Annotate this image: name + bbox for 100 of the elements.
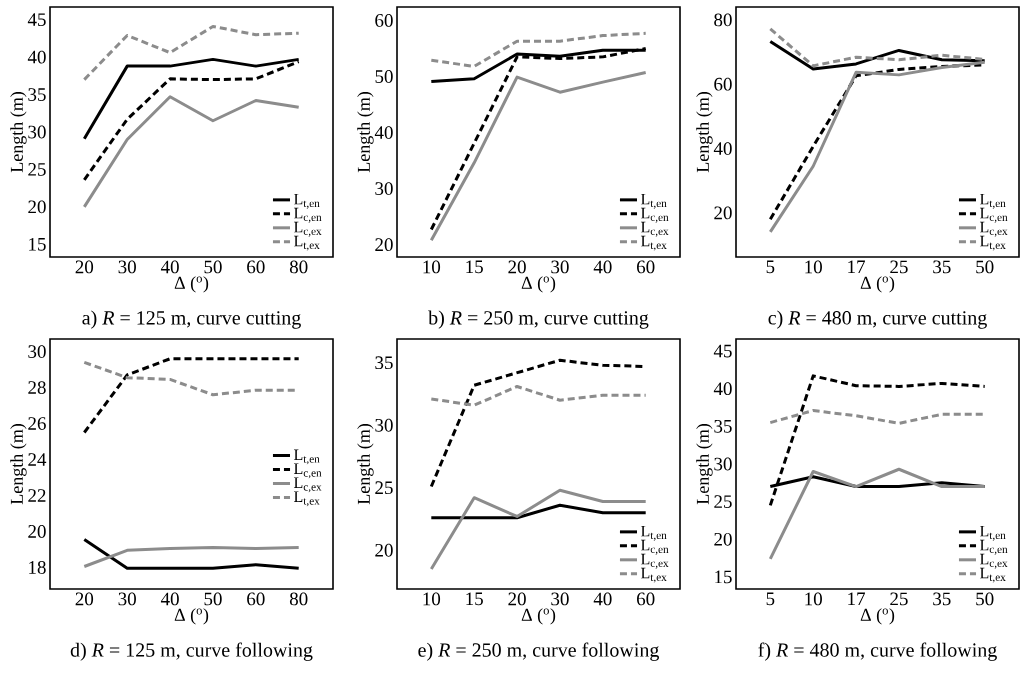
legend-label: L$_{t,ex}$ [293, 491, 320, 507]
y-axis-title: Length (m) [357, 92, 374, 173]
line-series [429, 384, 648, 407]
y-tick-label: 30 [714, 457, 732, 471]
x-axis-title: Δ ($^{o}$) [521, 276, 556, 293]
y-tick-label: 20 [375, 543, 393, 557]
y-tick-label: 26 [28, 417, 46, 430]
x-axis-title: Δ ($^{o}$) [174, 608, 209, 625]
y-axis-title: Length (m) [357, 424, 374, 505]
legend-label: L$_{t,ex}$ [640, 235, 667, 251]
line-series [768, 39, 987, 71]
x-tick-label: 50 [204, 260, 222, 274]
x-tick-label: 60 [247, 592, 265, 606]
y-tick-label: 45 [27, 13, 46, 27]
y-tick-label: 20 [714, 532, 732, 546]
line-series [82, 24, 301, 82]
y-tick-label: 15 [715, 570, 732, 584]
text: c) R = 480 m, curve cutting [768, 310, 987, 329]
x-tick-label: 5 [766, 260, 775, 274]
x-axis-title: Δ ($^{o}$) [860, 608, 895, 625]
y-axis-title: Length (m) [10, 92, 27, 173]
x-tick-label: 30 [118, 592, 136, 606]
legend-label: L$_{t,ex}$ [640, 567, 667, 583]
y-tick-label: 15 [29, 237, 46, 251]
x-tick-label: 10 [805, 592, 822, 606]
y-tick-label: 60 [714, 77, 732, 91]
text: b) R = 250 m, curve cutting [428, 310, 649, 329]
y-tick-label: 25 [375, 481, 393, 495]
x-tick-label: 40 [593, 592, 612, 606]
x-tick-label: 10 [805, 260, 822, 274]
x-tick-label: 5 [766, 592, 775, 606]
x-tick-label: 30 [118, 260, 136, 274]
y-tick-label: 22 [28, 489, 46, 502]
y-tick-label: 20 [375, 238, 393, 252]
y-tick-label: 20 [714, 206, 732, 220]
x-tick-label: 20 [508, 260, 526, 274]
legend-label: L$_{t,ex}$ [979, 567, 1006, 583]
text: f) R = 480 m, curve following [758, 642, 997, 661]
y-tick-label: 24 [28, 453, 47, 466]
x-tick-label: 60 [637, 260, 655, 274]
y-tick-label: 30 [28, 125, 46, 139]
x-tick-label: 17 [848, 260, 866, 274]
y-tick-label: 18 [29, 561, 46, 574]
legend-label: L$_{t,ex}$ [979, 235, 1006, 251]
y-tick-label: 40 [713, 142, 732, 155]
x-tick-label: 60 [247, 260, 265, 274]
y-axis-title: Length (m) [696, 92, 713, 173]
x-tick-label: 10 [423, 260, 441, 274]
x-tick-label: 50 [976, 592, 994, 606]
text: d) R = 125 m, curve following [70, 642, 313, 661]
y-tick-label: 30 [375, 418, 393, 432]
y-tick-label: 40 [27, 50, 46, 64]
line-series [429, 31, 648, 68]
y-tick-label: 20 [28, 525, 46, 538]
x-tick-label: 20 [75, 260, 94, 274]
line-series [768, 374, 987, 507]
x-tick-label: 20 [508, 592, 526, 606]
y-tick-label: 25 [714, 495, 732, 509]
x-tick-label: 40 [160, 592, 179, 606]
x-tick-label: 40 [160, 260, 179, 274]
x-tick-label: 50 [976, 260, 994, 274]
x-axis-title: Δ ($^{o}$) [521, 608, 556, 625]
x-tick-label: 35 [933, 260, 951, 274]
x-tick-label: 30 [551, 260, 569, 274]
text: a) R = 125 m, curve cutting [82, 310, 301, 329]
x-tick-label: 25 [890, 260, 908, 274]
text: e) R = 250 m, curve following [418, 642, 659, 661]
line-series [82, 546, 301, 568]
y-tick-label: 30 [375, 182, 393, 196]
x-tick-label: 20 [75, 592, 94, 606]
x-tick-label: 60 [637, 592, 655, 606]
y-axis-title: Length (m) [10, 424, 27, 505]
x-tick-label: 35 [933, 592, 951, 606]
x-axis-title: Δ ($^{o}$) [860, 276, 895, 293]
y-tick-label: 20 [28, 200, 46, 214]
x-axis-title: Δ ($^{o}$) [174, 276, 209, 293]
x-tick-label: 15 [466, 260, 483, 274]
line-series [82, 95, 301, 209]
y-tick-label: 25 [28, 163, 46, 176]
y-axis-title: Length (m) [696, 424, 713, 505]
x-tick-label: 80 [289, 260, 308, 274]
x-tick-label: 10 [423, 592, 441, 606]
y-tick-label: 60 [375, 14, 393, 27]
x-tick-label: 15 [466, 592, 483, 606]
y-tick-label: 30 [28, 345, 46, 358]
x-tick-label: 30 [551, 592, 569, 606]
x-tick-label: 40 [593, 260, 612, 274]
x-tick-label: 25 [890, 592, 908, 606]
y-tick-label: 40 [374, 126, 393, 139]
y-tick-label: 35 [375, 356, 393, 370]
y-tick-label: 45 [713, 344, 732, 358]
x-tick-label: 50 [204, 592, 222, 606]
legend-label: L$_{t,ex}$ [293, 235, 320, 251]
y-tick-label: 80 [714, 13, 732, 27]
y-tick-label: 40 [713, 382, 732, 396]
y-tick-label: 50 [375, 70, 393, 83]
y-tick-label: 28 [28, 381, 46, 394]
y-tick-label: 35 [28, 88, 46, 101]
x-tick-label: 17 [848, 592, 866, 606]
y-tick-label: 35 [714, 419, 732, 433]
